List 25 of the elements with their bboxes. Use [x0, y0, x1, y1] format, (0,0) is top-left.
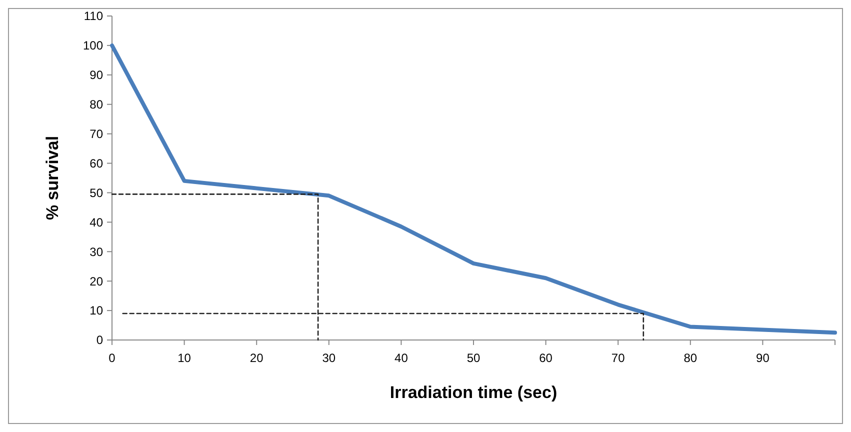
y-tick-label: 10 [90, 304, 104, 318]
y-tick-label: 20 [90, 274, 104, 288]
y-tick-label: 60 [90, 156, 104, 170]
x-tick-label: 80 [684, 351, 698, 365]
x-tick-label: 30 [322, 351, 336, 365]
x-tick-label: 70 [611, 351, 626, 365]
y-tick-label: 80 [90, 98, 104, 112]
x-tick-label: 50 [466, 351, 480, 365]
y-tick-label: 100 [82, 38, 104, 53]
y-tick-label: 70 [90, 127, 104, 142]
y-tick-label: 0 [96, 333, 104, 348]
x-axis-title: Irradiation time (sec) [390, 383, 558, 402]
line-series [110, 43, 837, 335]
x-tick-label: 90 [756, 351, 770, 365]
y-tick-label: 90 [90, 68, 104, 82]
y-tick-label: 40 [90, 215, 104, 230]
x-tick-label: 60 [539, 351, 553, 365]
y-tick-label: 110 [84, 9, 104, 24]
y-tick-label: 30 [90, 244, 104, 259]
x-tick-label: 10 [178, 351, 192, 365]
y-axis-title: % survival [43, 136, 62, 220]
x-tick-label: 0 [108, 351, 116, 365]
x-tick-label: 20 [250, 351, 264, 365]
x-tick-label: 40 [394, 351, 408, 365]
y-tick-label: 50 [90, 186, 104, 200]
